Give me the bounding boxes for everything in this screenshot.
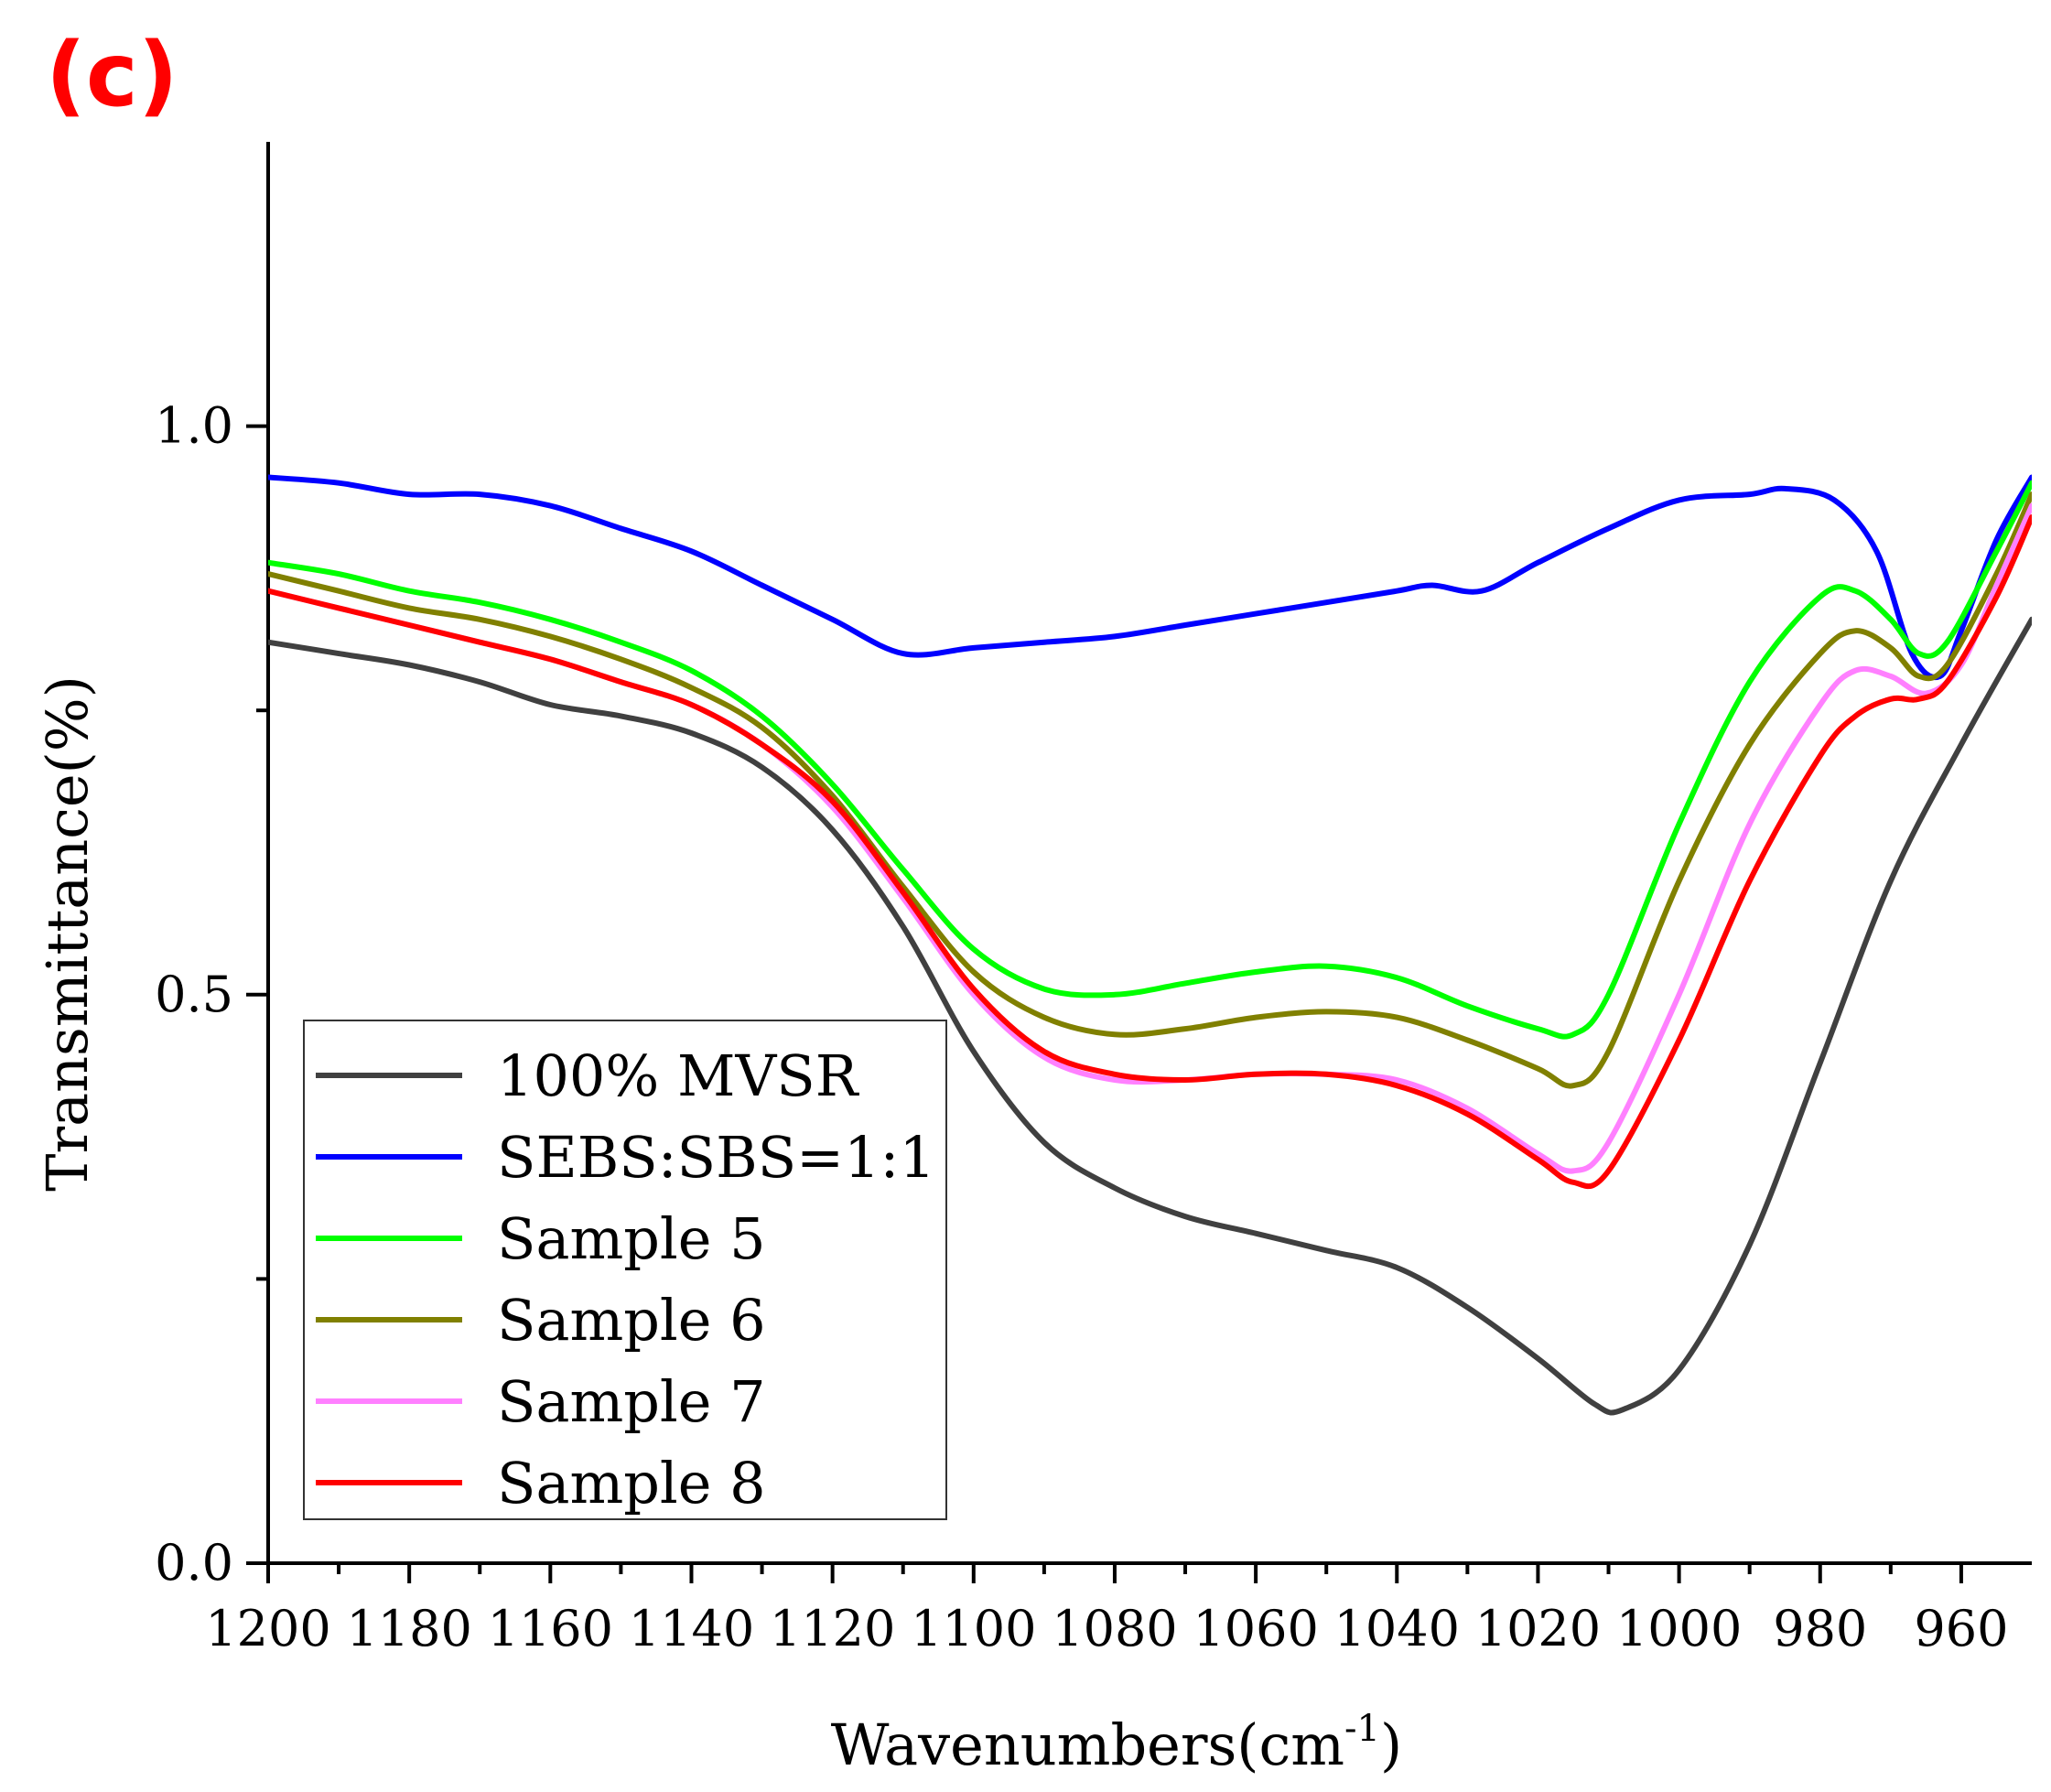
legend: 100% MVSR SEBS:SBS=1:1 Sample 5 Sample 6 Sam… [303, 1020, 947, 1520]
series-line-sample-6 [268, 491, 2032, 1089]
legend-label: Sample 5 [497, 1205, 766, 1272]
y-axis-title: Transmittance(%) [34, 675, 101, 1192]
legend-label: Sample 8 [497, 1450, 766, 1517]
x-tick-label: 1040 [1334, 1600, 1460, 1657]
legend-box [303, 1020, 947, 1520]
x-tick-label: 1140 [629, 1600, 754, 1657]
x-tick-label: 1060 [1193, 1600, 1318, 1657]
x-tick-label: 1080 [1052, 1600, 1177, 1657]
x-axis-title-superscript: -1 [1344, 1708, 1380, 1750]
x-tick-label: 980 [1773, 1600, 1867, 1657]
legend-label: 100% MVSR [497, 1042, 860, 1109]
series-line-sebs-sbs-1-1 [268, 474, 2032, 681]
x-tick-label: 1100 [911, 1600, 1036, 1657]
legend-label: SEBS:SBS=1:1 [497, 1124, 935, 1191]
panel-label: (c) [46, 24, 178, 126]
legend-label: Sample 7 [497, 1368, 766, 1435]
x-tick-label: 960 [1914, 1600, 2008, 1657]
x-tick-label: 1180 [346, 1600, 471, 1657]
x-tick-label: 1200 [205, 1600, 330, 1657]
y-tick-label: 1.0 [155, 397, 233, 455]
y-tick-label: 0.0 [155, 1534, 233, 1592]
series-line-100-mvsr [268, 616, 2032, 1416]
x-ticks-group: 1200 1180 1160 1140 1120 1100 1080 1060 1040 1020… [205, 1563, 2008, 1657]
x-tick-label: 1120 [770, 1600, 895, 1657]
x-axis-title: Wavenumbers(cm-1) [831, 1708, 1402, 1778]
axes-group [266, 142, 2032, 1565]
series-group [268, 474, 2032, 1416]
y-tick-label: 0.5 [155, 966, 233, 1023]
y-ticks-group: 0.0 0.5 1.0 [155, 397, 268, 1592]
x-tick-label: 1000 [1616, 1600, 1742, 1657]
x-axis-title-suffix: ) [1380, 1711, 1402, 1778]
legend-label: Sample 6 [497, 1287, 766, 1354]
x-tick-label: 1020 [1475, 1600, 1601, 1657]
series-line-sample-8 [268, 514, 2032, 1190]
x-tick-label: 1160 [488, 1600, 613, 1657]
x-axis-title-main: Wavenumbers(cm [831, 1711, 1344, 1778]
series-line-sample-5 [268, 480, 2032, 1040]
